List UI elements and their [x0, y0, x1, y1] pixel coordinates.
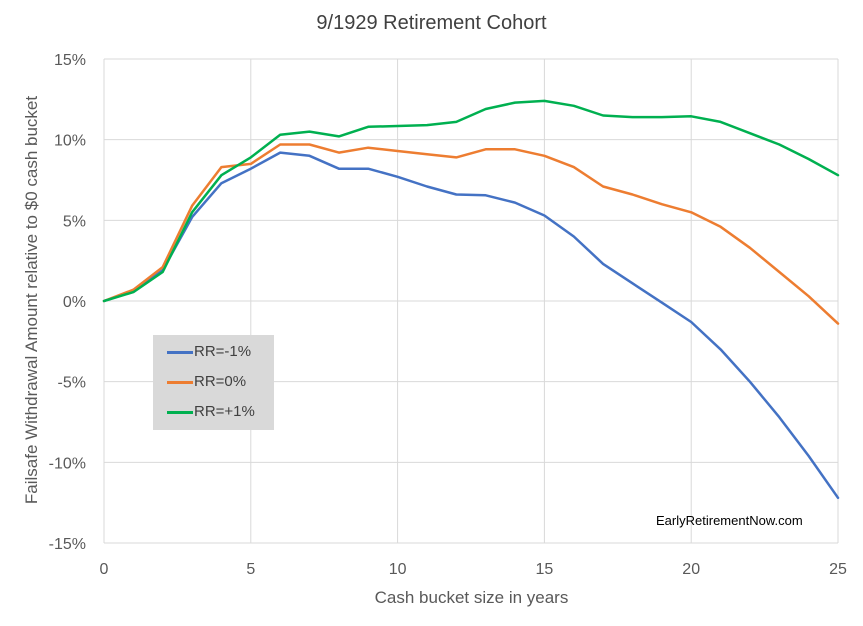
y-axis-label: Failsafe Withdrawal Amount relative to $…: [22, 95, 41, 505]
x-tick-label: 5: [246, 561, 255, 578]
y-tick-label: 5%: [63, 213, 86, 230]
legend-item-rr-0: RR=0%: [153, 371, 274, 393]
x-tick-label: 20: [682, 561, 700, 578]
series-line-1: [102, 143, 840, 325]
legend-item-rr-minus-1: RR=-1%: [153, 341, 274, 363]
y-tick-label: -5%: [58, 375, 86, 392]
chart-title: 9/1929 Retirement Cohort: [316, 12, 547, 34]
x-tick-label: 0: [100, 561, 109, 578]
legend-label-rr-minus-1: RR=-1%: [194, 343, 252, 360]
legend-item-rr-plus-1: RR=+1%: [153, 401, 274, 423]
x-axis-label: Cash bucket size in years: [374, 588, 569, 607]
y-tick-label: -15%: [49, 536, 86, 553]
x-tick-label: 15: [536, 561, 554, 578]
y-tick-labels: -15% -10% -5% 0% 5% 10% 15%: [49, 52, 86, 553]
gridlines: [103, 58, 839, 544]
y-tick-label: 15%: [54, 52, 86, 69]
legend-swatch-rr-0: [167, 381, 193, 384]
x-tick-label: 25: [829, 561, 847, 578]
y-tick-label: 0%: [63, 294, 86, 311]
legend: RR=-1% RR=0% RR=+1%: [153, 335, 274, 430]
legend-swatch-rr-minus-1: [167, 351, 193, 354]
y-tick-label: -10%: [49, 455, 86, 472]
series-lines: [102, 99, 840, 500]
series-line-2: [102, 99, 840, 303]
x-tick-labels: 0 5 10 15 20 25: [100, 561, 847, 578]
legend-swatch-rr-plus-1: [167, 411, 193, 414]
x-tick-label: 10: [389, 561, 407, 578]
legend-label-rr-plus-1: RR=+1%: [194, 403, 255, 420]
series-line-0: [102, 151, 840, 500]
watermark: EarlyRetirementNow.com: [656, 513, 803, 528]
legend-label-rr-0: RR=0%: [194, 373, 247, 390]
y-tick-label: 10%: [54, 133, 86, 150]
